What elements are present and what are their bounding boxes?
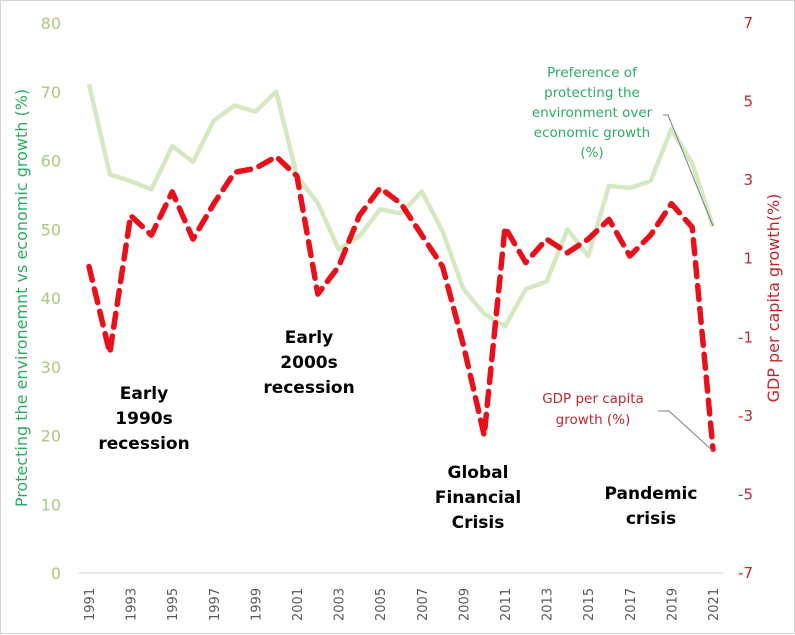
left-tick-label: 60 xyxy=(41,152,61,171)
annotation-line: Early xyxy=(120,384,168,404)
green-series-label: Preference of protecting the environment o… xyxy=(532,65,653,161)
x-tick-label: 1995 xyxy=(166,588,181,621)
right-tick-label: 3 xyxy=(743,171,753,189)
left-axis-ticks: 0 10 20 30 40 50 60 70 80 xyxy=(41,14,61,583)
x-tick-label: 2017 xyxy=(624,588,639,621)
x-tick-label: 1997 xyxy=(208,588,223,621)
right-axis-ticks: -7 -5 -3 -1 1 3 5 7 xyxy=(738,14,753,582)
x-tick-label: 1999 xyxy=(249,588,264,621)
x-tick-label: 1993 xyxy=(125,588,140,621)
annotation-line: recession xyxy=(263,378,354,398)
left-tick-label: 50 xyxy=(41,220,61,239)
left-tick-label: 80 xyxy=(41,14,61,33)
right-tick-label: 7 xyxy=(743,14,753,32)
x-tick-label: 2001 xyxy=(291,588,306,621)
red-label-leader-line xyxy=(658,411,713,451)
annotation-line: Pandemic xyxy=(605,484,698,504)
x-tick-label: 2007 xyxy=(416,588,431,621)
annotation-line: Early xyxy=(285,328,333,348)
x-tick-label: 2019 xyxy=(665,588,680,621)
annotation-line: Financial xyxy=(435,488,521,508)
x-tick-label: 2003 xyxy=(333,588,348,621)
green-series-label-line: economic growth xyxy=(534,125,650,141)
right-tick-label: -1 xyxy=(738,328,753,346)
green-series-label-line: protecting the xyxy=(544,85,640,101)
annotation-early-2000s: Early 2000s recession xyxy=(263,328,354,398)
x-tick-label: 2021 xyxy=(707,588,722,621)
annotation-line: 1990s xyxy=(115,409,172,429)
left-tick-label: 70 xyxy=(41,83,61,102)
right-tick-label: 5 xyxy=(743,93,753,111)
annotation-pandemic: Pandemic crisis xyxy=(605,484,698,529)
x-tick-label: 2005 xyxy=(374,588,389,621)
annotation-line: 2000s xyxy=(280,353,337,373)
red-series-label-line: growth (%) xyxy=(556,412,631,428)
annotation-line: recession xyxy=(98,434,189,454)
right-tick-label: -7 xyxy=(738,564,753,582)
x-tick-label: 1991 xyxy=(83,588,98,621)
right-tick-label: -3 xyxy=(738,407,753,425)
left-tick-label: 0 xyxy=(51,564,61,583)
annotation-line: Global xyxy=(448,463,509,483)
green-series-label-line: Preference of xyxy=(547,65,638,81)
left-tick-label: 10 xyxy=(41,495,61,514)
x-tick-label: 2009 xyxy=(457,588,472,621)
annotation-line: crisis xyxy=(626,509,676,529)
left-tick-label: 20 xyxy=(41,427,61,446)
annotation-early-1990s: Early 1990s recession xyxy=(98,384,189,454)
right-tick-label: -5 xyxy=(738,485,753,503)
right-tick-label: 1 xyxy=(743,250,753,268)
annotations: Early 1990s recession Early 2000s recession Gl… xyxy=(98,328,697,533)
red-series-label-line: GDP per capita xyxy=(542,391,644,407)
green-series-label-line: environment over xyxy=(532,105,653,121)
x-axis-ticks: 1991 1993 1995 1997 1999 2001 2003 2005 2007 2009… xyxy=(83,588,722,621)
annotation-line: Crisis xyxy=(452,513,505,533)
green-series-label-line: (%) xyxy=(580,145,603,161)
x-tick-label: 2013 xyxy=(541,588,556,621)
red-series-label: GDP per capita growth (%) xyxy=(542,391,644,428)
x-tick-label: 2015 xyxy=(582,588,597,621)
left-tick-label: 40 xyxy=(41,289,61,308)
right-axis-title: GDP per capita growth(%) xyxy=(764,194,783,403)
x-tick-label: 2011 xyxy=(499,588,514,621)
annotation-gfc: Global Financial Crisis xyxy=(435,463,521,533)
left-axis-title: Protecting the environemnt vs economic g… xyxy=(12,89,31,507)
left-tick-label: 30 xyxy=(41,358,61,377)
